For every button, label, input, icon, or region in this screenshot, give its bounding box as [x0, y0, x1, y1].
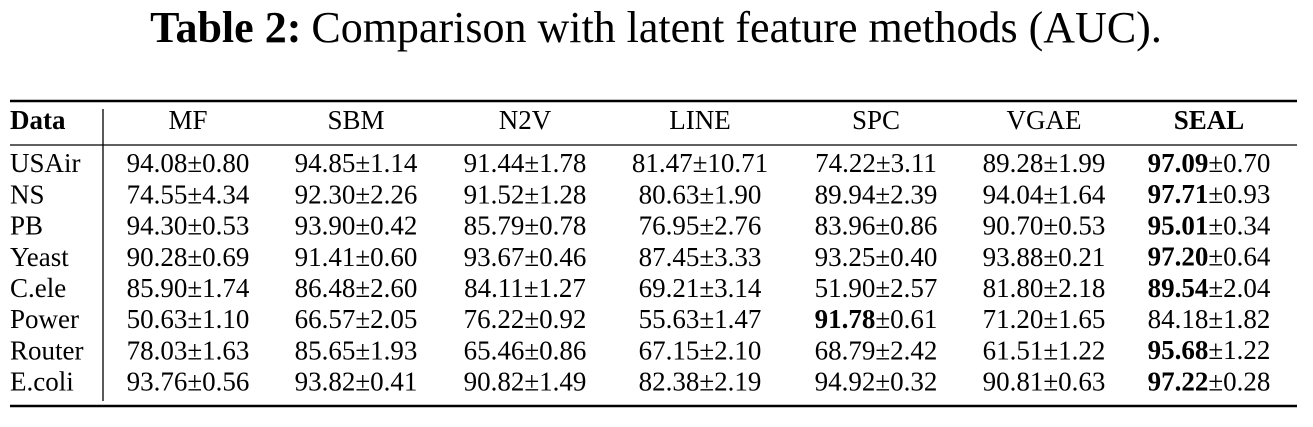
row-label: Yeast [10, 242, 69, 272]
row-label: E.coli [10, 367, 74, 397]
table-cell: 74.22±3.11 [815, 148, 937, 178]
table-cell: 97.20±0.64 [1148, 242, 1271, 272]
header-cell: N2V [499, 105, 552, 135]
best-value: 97.71 [1148, 179, 1209, 209]
table-cell: 74.55±4.34 [127, 179, 250, 209]
table-cell: 67.15±2.10 [639, 335, 762, 365]
row-label: C.ele [10, 273, 66, 303]
table-cell: 91.44±1.78 [464, 148, 587, 178]
table-cell: 92.30±2.26 [295, 179, 418, 209]
table-cell: 94.04±1.64 [983, 179, 1106, 209]
table-cell: 90.81±0.63 [983, 367, 1106, 397]
table-cell: 90.82±1.49 [464, 367, 587, 397]
header-cell: MF [168, 105, 207, 135]
table-cell: 89.54±2.04 [1148, 273, 1271, 303]
row-label: USAir [10, 148, 81, 178]
table-cell: 50.63±1.10 [127, 304, 250, 334]
best-value: 95.68 [1148, 335, 1209, 365]
best-value: 95.01 [1148, 211, 1209, 241]
caption-label: Table 2: [150, 3, 301, 52]
row-label: NS [10, 179, 45, 209]
table-cell: 84.11±1.27 [464, 273, 586, 303]
table-cell: 76.95±2.76 [639, 211, 762, 241]
table-cell: 51.90±2.57 [815, 273, 938, 303]
table-cell: 93.67±0.46 [464, 242, 587, 272]
cell-rest: ±0.64 [1208, 242, 1271, 272]
row-label: Power [10, 304, 79, 334]
best-value: 97.22 [1148, 367, 1209, 397]
table-cell: 89.94±2.39 [815, 179, 938, 209]
table-cell: 78.03±1.63 [127, 335, 250, 365]
table-cell: 93.76±0.56 [127, 367, 250, 397]
header-cell: VGAE [1007, 105, 1082, 135]
table-cell: 90.70±0.53 [983, 211, 1106, 241]
table-cell: 68.79±2.42 [815, 335, 938, 365]
table-cell: 94.92±0.32 [815, 367, 938, 397]
table-cell: 90.28±0.69 [127, 242, 250, 272]
header-cell: SEAL [1174, 105, 1245, 135]
cell-rest: ±0.93 [1208, 179, 1270, 209]
table-cell: 66.57±2.05 [295, 304, 418, 334]
header-cell: LINE [669, 105, 730, 135]
table-cell: 93.82±0.41 [295, 367, 418, 397]
table-cell: 95.01±0.34 [1148, 211, 1271, 241]
row-label: Router [10, 335, 84, 365]
table-cell: 76.22±0.92 [464, 304, 587, 334]
table-cell: 97.09±0.70 [1148, 148, 1271, 178]
best-value: 97.20 [1148, 242, 1209, 272]
cell-rest: ±0.28 [1208, 367, 1270, 397]
table-cell: 80.63±1.90 [639, 179, 762, 209]
header-cell: Data [10, 105, 66, 135]
cell-rest: ±1.22 [1208, 335, 1270, 365]
best-value: 97.09 [1148, 148, 1209, 178]
best-value: 91.78 [815, 304, 876, 334]
table-cell: 95.68±1.22 [1148, 335, 1271, 365]
cell-rest: ±0.61 [875, 304, 937, 334]
caption-text: Comparison with latent feature methods (… [311, 3, 1161, 52]
table-cell: 93.90±0.42 [295, 211, 418, 241]
table-cell: 94.85±1.14 [295, 148, 418, 178]
cell-rest: ±0.70 [1208, 148, 1270, 178]
table-cell: 55.63±1.47 [639, 304, 762, 334]
table-cell: 81.80±2.18 [983, 273, 1106, 303]
table-cell: 82.38±2.19 [639, 367, 762, 397]
table-cell: 87.45±3.33 [639, 242, 762, 272]
table-cell: 94.30±0.53 [127, 211, 250, 241]
table-cell: 86.48±2.60 [295, 273, 418, 303]
table-cell: 91.52±1.28 [464, 179, 587, 209]
table-cell: 69.21±3.14 [639, 273, 762, 303]
table-cell: 71.20±1.65 [983, 304, 1106, 334]
table-cell: 84.18±1.82 [1148, 304, 1271, 334]
table-cell: 91.78±0.61 [815, 304, 938, 334]
table-cell: 89.28±1.99 [983, 148, 1106, 178]
table-cell: 85.65±1.93 [295, 335, 418, 365]
table-cell: 83.96±0.86 [815, 211, 938, 241]
header-cell: SPC [852, 105, 900, 135]
table-cell: 65.46±0.86 [464, 335, 587, 365]
row-label: PB [10, 211, 43, 241]
header-cell: SBM [327, 105, 384, 135]
table-cell: 81.47±10.71 [632, 148, 768, 178]
table-cell: 97.22±0.28 [1148, 367, 1271, 397]
table-cell: 97.71±0.93 [1148, 179, 1271, 209]
table-cell: 93.25±0.40 [815, 242, 938, 272]
best-value: 89.54 [1148, 273, 1209, 303]
table-cell: 91.41±0.60 [295, 242, 418, 272]
table-cell: 85.90±1.74 [127, 273, 250, 303]
table-cell: 94.08±0.80 [127, 148, 250, 178]
table-cell: 85.79±0.78 [464, 211, 587, 241]
table-cell: 61.51±1.22 [983, 335, 1106, 365]
cell-rest: ±0.34 [1208, 211, 1271, 241]
cell-rest: ±2.04 [1208, 273, 1271, 303]
caption: Table 2: Comparison with latent feature m… [150, 3, 1162, 52]
table-cell: 93.88±0.21 [983, 242, 1106, 272]
